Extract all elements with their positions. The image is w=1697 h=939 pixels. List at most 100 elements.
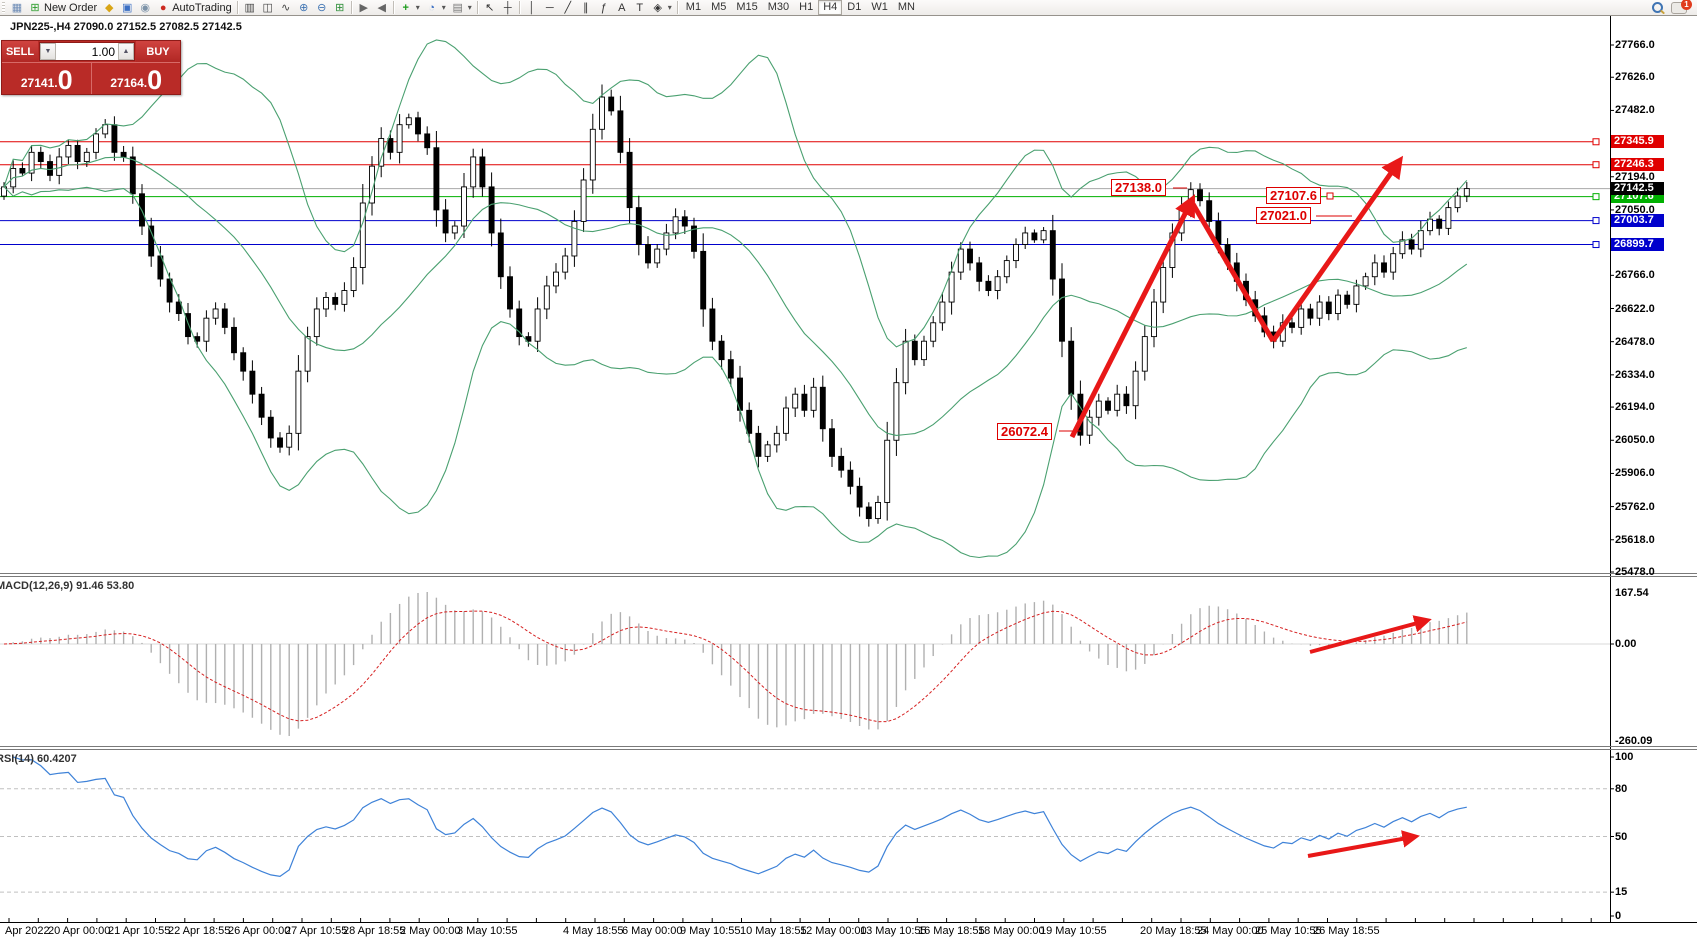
bar-chart-button[interactable]: ▥: [241, 0, 259, 15]
tile-windows-button[interactable]: ⊞: [331, 0, 349, 15]
date-axis-label: 16 May 18:55: [918, 925, 985, 937]
price-axis-tick: 26050.0: [1615, 434, 1655, 447]
toolbar-separator: [350, 1, 353, 14]
volume-input[interactable]: [56, 43, 118, 60]
timeframe-d1-button[interactable]: D1: [847, 1, 862, 13]
trendline-icon: ╱: [564, 1, 572, 14]
timeframe-w1-button[interactable]: W1: [871, 1, 888, 13]
sell-button[interactable]: SELL: [2, 41, 38, 62]
rsi-scale-label: 100: [1615, 751, 1634, 763]
buy-price[interactable]: 27164. 0: [92, 63, 181, 94]
toolbar-separator: [676, 1, 679, 14]
cursor-button[interactable]: ↖: [481, 0, 499, 15]
date-axis-label: 26 May 18:55: [1313, 925, 1380, 937]
rsi-indicator-label: RSI(14) 60.4207: [0, 753, 77, 765]
chart-window-icon: ▦: [11, 1, 23, 14]
volume-stepper: ▼ ▲: [39, 42, 135, 61]
price-axis-tick: 25762.0: [1615, 500, 1655, 513]
horizontal-line-button[interactable]: ─: [541, 0, 559, 15]
price-axis-tick: 27194.0: [1615, 170, 1655, 183]
text-button[interactable]: A: [613, 0, 631, 15]
date-axis-label: 4 May 18:55: [563, 925, 624, 937]
timeframe-m5-button[interactable]: M5: [711, 1, 727, 13]
new-order-button[interactable]: ⊞ New Order: [26, 0, 100, 15]
chart-title: JPN225-,H4 27090.0 27152.5 27082.5 27142…: [10, 21, 242, 33]
terminal-icon: ▣: [121, 1, 133, 14]
date-axis-label: 6 May 00:00: [622, 925, 683, 937]
timeframe-h4-button[interactable]: H4: [818, 0, 843, 15]
cursor-icon: ↖: [485, 1, 495, 14]
text-label-button[interactable]: T: [631, 0, 649, 15]
templates-icon: ▤: [452, 1, 463, 14]
price-axis-tick: 26766.0: [1615, 269, 1655, 282]
signals-icon: ◉: [140, 1, 150, 14]
volume-increase-button[interactable]: ▲: [118, 43, 134, 60]
indicators-button[interactable]: + ▾: [397, 0, 423, 15]
expert-advisors-icon: ◆: [104, 1, 114, 14]
expert-advisors-button[interactable]: ◆: [100, 0, 118, 15]
line-chart-button[interactable]: ∿: [277, 0, 295, 15]
search-icon[interactable]: [1652, 2, 1663, 13]
date-axis-label: 21 Apr 10:55: [108, 925, 171, 937]
macd-scale-label: 167.54: [1615, 587, 1649, 599]
sell-price-small-digits: 27141.: [20, 76, 58, 90]
auto-scroll-button[interactable]: ▶: [355, 0, 373, 15]
price-axis-tick: 26478.0: [1615, 335, 1655, 348]
templates-button[interactable]: ▤ ▾: [449, 0, 475, 15]
timeframe-h1-button[interactable]: H1: [799, 1, 814, 13]
rsi-scale-label: 80: [1615, 782, 1628, 795]
indicators-dropdown-icon[interactable]: ▾: [415, 3, 420, 12]
buy-price-small-digits: 27164.: [110, 76, 148, 90]
price-axis-tick: 25618.0: [1615, 533, 1655, 546]
date-axis-label: 12 May 00:00: [800, 925, 867, 937]
horizontal-line-icon: ─: [545, 1, 554, 14]
date-axis-label: 19 May 10:55: [1040, 925, 1107, 937]
tile-windows-icon: ⊞: [335, 1, 345, 14]
toolbar-grip: [2, 2, 5, 13]
date-axis-label: Apr 2022: [5, 925, 50, 937]
shapes-dropdown-icon[interactable]: ▾: [667, 3, 672, 12]
zoom-out-button[interactable]: ⊖: [313, 0, 331, 15]
price-annotation[interactable]: 27021.0: [1256, 207, 1311, 224]
price-annotation[interactable]: 27138.0: [1111, 179, 1166, 196]
fibonacci-icon: ƒ: [600, 1, 607, 14]
fibonacci-button[interactable]: ƒ: [595, 0, 613, 15]
buy-button[interactable]: BUY: [136, 41, 180, 62]
date-axis-label: 9 May 10:55: [680, 925, 741, 937]
price-axis-tick: 26622.0: [1615, 302, 1655, 315]
timeframe-m15-button[interactable]: M15: [736, 1, 758, 13]
signals-button[interactable]: ◉: [136, 0, 154, 15]
rsi-scale-label: 15: [1615, 886, 1628, 899]
templates-dropdown-icon[interactable]: ▾: [467, 3, 472, 12]
crosshair-button[interactable]: ┼: [499, 0, 517, 15]
vertical-line-icon: │: [528, 1, 536, 14]
toolbar-separator: [518, 1, 521, 14]
periods-dropdown-icon[interactable]: ▾: [441, 3, 446, 12]
price-axis-tick: 27482.0: [1615, 104, 1655, 117]
price-annotation[interactable]: 26072.4: [997, 423, 1052, 440]
trendline-button[interactable]: ╱: [559, 0, 577, 15]
community-icon[interactable]: 1: [1671, 0, 1692, 14]
vertical-line-button[interactable]: │: [523, 0, 541, 15]
candlestick-chart-button[interactable]: ◫: [259, 0, 277, 15]
autotrading-button[interactable]: ● AutoTrading: [154, 0, 235, 15]
timeframe-mn-button[interactable]: MN: [897, 1, 915, 13]
timeframe-m30-button[interactable]: M30: [767, 1, 790, 13]
chart-window-button[interactable]: ▦: [8, 0, 26, 15]
equidistant-channel-button[interactable]: ∥: [577, 0, 595, 15]
price-annotation[interactable]: 27107.6: [1266, 187, 1321, 204]
chart-shift-button[interactable]: ◀: [373, 0, 391, 15]
price-axis-tick: 27626.0: [1615, 71, 1655, 84]
drawings: [1059, 155, 1432, 858]
toolbar-separator: [392, 1, 395, 14]
zoom-in-button[interactable]: ⊕: [295, 0, 313, 15]
sell-price[interactable]: 27141. 0: [2, 63, 92, 94]
indicators-icon: +: [402, 1, 409, 14]
periods-button[interactable]: ◔ ▾: [423, 0, 449, 15]
shapes-button[interactable]: ◈ ▾: [649, 0, 675, 15]
volume-decrease-button[interactable]: ▼: [40, 43, 56, 60]
terminal-button[interactable]: ▣: [118, 0, 136, 15]
timeframe-m1-button[interactable]: M1: [685, 1, 702, 13]
